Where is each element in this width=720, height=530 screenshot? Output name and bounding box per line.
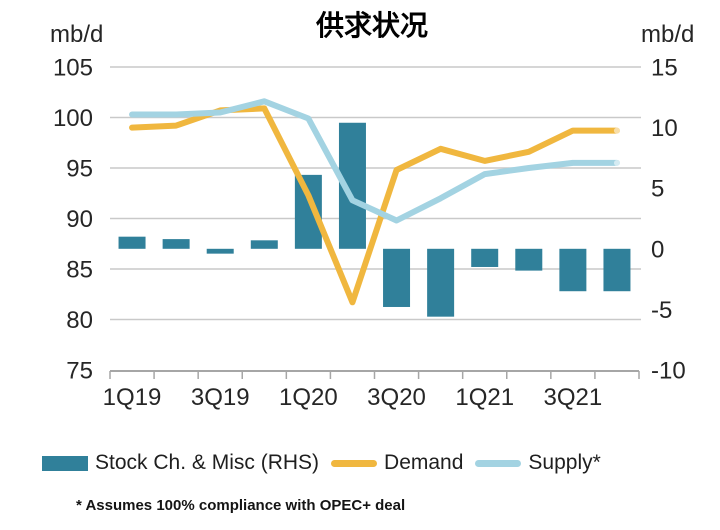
left-axis-tick-label: 90 (66, 206, 93, 233)
legend-label-demand: Demand (384, 451, 464, 474)
bar-4Q19 (250, 240, 278, 249)
x-axis-tick-label: 3Q20 (367, 384, 426, 411)
right-axis-tick-label: 10 (651, 115, 678, 142)
right-axis-tick-label: -5 (651, 297, 672, 324)
line-end-marker (613, 159, 620, 166)
bar-2Q21 (515, 248, 543, 271)
right-axis-tick-label: 15 (651, 55, 678, 82)
right-axis-tick-label: 0 (651, 236, 664, 263)
legend-swatch-demand (331, 459, 378, 467)
bar-4Q20 (427, 248, 455, 317)
left-axis-tick-label: 95 (66, 156, 93, 183)
left-axis-tick-label: 85 (66, 257, 93, 284)
legend-swatch-supply (475, 459, 522, 467)
right-axis-tick-label: -10 (651, 358, 686, 385)
left-axis-tick-label: 100 (53, 105, 93, 132)
left-axis-tick-label: 80 (66, 307, 93, 334)
left-axis-tick-label: 105 (53, 55, 93, 82)
bar-3Q21 (559, 248, 587, 292)
left-axis-tick-label: 75 (66, 358, 93, 385)
right-axis-tick-label: 5 (651, 176, 664, 203)
footnote: * Assumes 100% compliance with OPEC+ dea… (76, 497, 406, 514)
x-axis-tick-label: 1Q19 (103, 384, 162, 411)
x-axis-tick-label: 3Q21 (544, 384, 603, 411)
x-axis-tick-label: 1Q20 (279, 384, 338, 411)
bar-3Q20 (383, 248, 411, 307)
supply-line (129, 98, 620, 224)
bar-4Q21 (603, 248, 631, 292)
left-axis-unit: mb/d (50, 21, 104, 48)
legend-swatch-stock-change (42, 455, 88, 471)
legend-label-supply: Supply* (528, 451, 601, 474)
legend-label-stock-change: Stock Ch. & Misc (RHS) (95, 451, 320, 474)
bar-1Q21 (471, 248, 499, 267)
bar-3Q19 (206, 248, 234, 254)
x-axis-tick-label: 1Q21 (455, 384, 514, 411)
x-axis-tick-label: 3Q19 (191, 384, 250, 411)
demand-line (129, 105, 620, 306)
legend: Stock Ch. & Misc (RHS) Demand Supply* (42, 451, 613, 475)
line-end-marker (613, 127, 620, 134)
bar-2Q19 (162, 239, 190, 249)
bar-1Q19 (118, 236, 146, 249)
chart-title: 供求状况 (315, 11, 428, 42)
right-axis-unit: mb/d (641, 21, 695, 48)
